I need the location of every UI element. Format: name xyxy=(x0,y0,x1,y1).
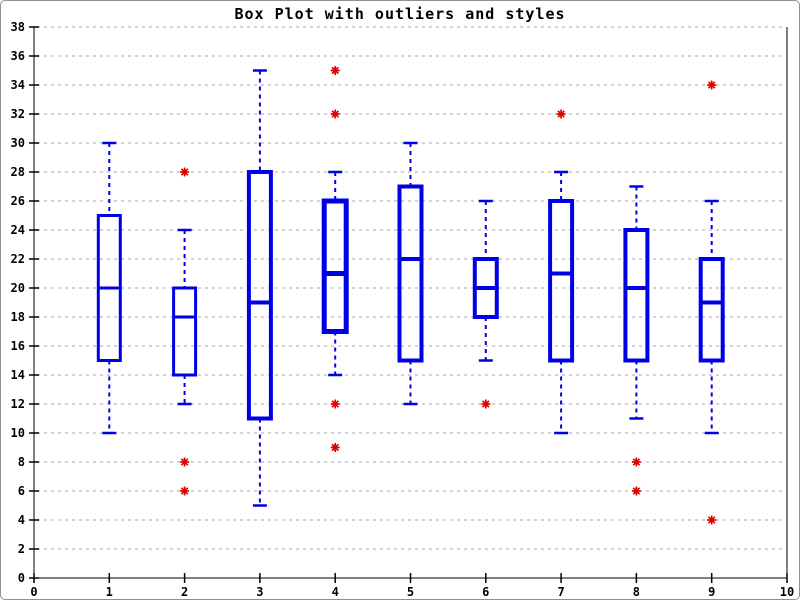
outlier-marker xyxy=(331,400,339,408)
box-q1-q3 xyxy=(172,286,198,377)
box-q1-q3 xyxy=(698,257,725,363)
chart-title: Box Plot with outliers and styles xyxy=(234,5,566,23)
y-tick-label: 2 xyxy=(18,542,25,556)
y-tick-label: 8 xyxy=(18,455,25,469)
y-tick-label: 0 xyxy=(18,571,25,585)
y-tick-label: 4 xyxy=(18,513,25,527)
x-tick-label: 1 xyxy=(106,585,113,599)
x-tick-label: 10 xyxy=(780,585,794,599)
outlier-marker xyxy=(331,443,339,452)
outlier-marker xyxy=(180,458,189,466)
box-q1-q3 xyxy=(623,228,650,363)
y-tick-label: 34 xyxy=(11,78,25,92)
y-tick-label: 14 xyxy=(11,368,25,382)
y-tick-label: 24 xyxy=(11,223,25,237)
box-q1-q3 xyxy=(548,199,575,363)
y-tick-label: 38 xyxy=(11,20,25,34)
y-tick-label: 18 xyxy=(11,310,25,324)
x-tick-label: 4 xyxy=(332,585,339,599)
y-tick-label: 16 xyxy=(11,339,25,353)
y-tick-label: 12 xyxy=(11,397,25,411)
y-tick-label: 36 xyxy=(11,49,25,63)
box-q1-q3 xyxy=(397,184,424,363)
box-q1-q3 xyxy=(246,170,273,421)
y-tick-label: 20 xyxy=(11,281,25,295)
outlier-marker xyxy=(707,81,716,89)
outlier-marker xyxy=(180,487,189,495)
outlier-marker xyxy=(331,110,339,118)
y-tick-label: 28 xyxy=(11,165,25,179)
x-tick-label: 8 xyxy=(633,585,640,599)
outlier-marker xyxy=(632,458,641,466)
y-tick-label: 22 xyxy=(11,252,25,266)
y-tick-label: 30 xyxy=(11,136,25,150)
outlier-marker xyxy=(557,110,565,118)
y-tick-label: 26 xyxy=(11,194,25,208)
y-tick-label: 32 xyxy=(11,107,25,121)
outlier-marker xyxy=(632,487,641,495)
x-tick-label: 9 xyxy=(708,585,715,599)
x-tick-label: 3 xyxy=(256,585,263,599)
outlier-marker xyxy=(180,168,189,176)
box-q1-q3 xyxy=(321,198,349,334)
x-tick-label: 0 xyxy=(30,585,37,599)
x-tick-label: 2 xyxy=(181,585,188,599)
x-tick-label: 7 xyxy=(557,585,564,599)
y-tick-label: 6 xyxy=(18,484,25,498)
x-tick-label: 5 xyxy=(407,585,414,599)
outlier-marker xyxy=(707,516,716,524)
outlier-marker xyxy=(331,66,339,75)
y-tick-label: 10 xyxy=(11,426,25,440)
outlier-marker xyxy=(482,400,490,408)
x-tick-label: 6 xyxy=(482,585,489,599)
